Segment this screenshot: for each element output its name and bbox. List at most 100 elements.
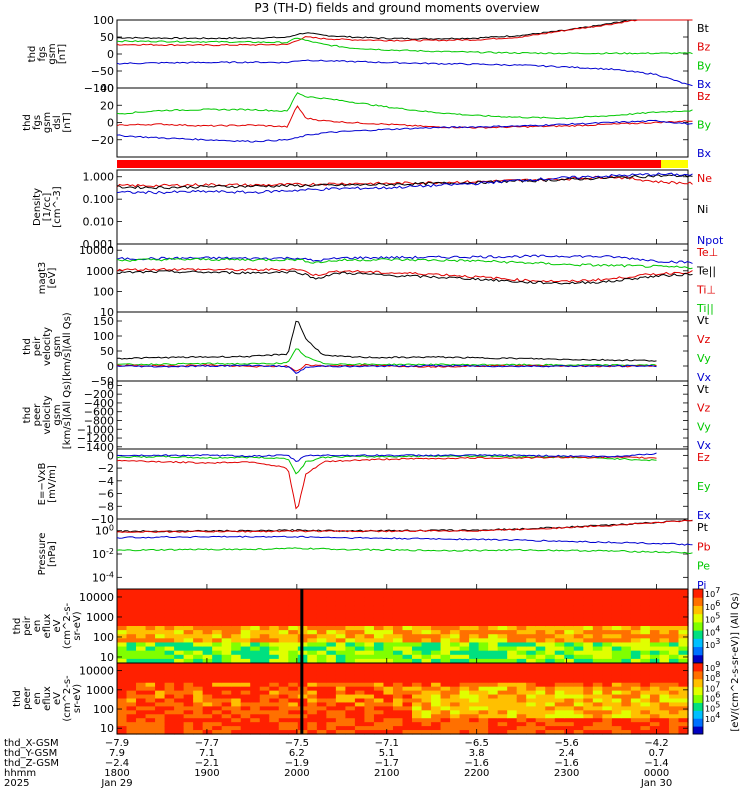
spectrogram-cell [335,597,346,602]
spectrogram-cell [611,630,622,635]
spectrogram-cell [450,593,461,598]
spectrogram-cell [573,626,584,631]
spectrogram-cell [307,666,318,672]
spectrogram-cell [412,597,423,602]
spectrogram-cell [288,642,299,648]
spectrogram-cell [212,597,223,602]
y-tick-label: 10-2 [92,547,114,561]
colorbar-swatch [693,710,703,719]
x-row-label: thd_X-GSM [4,738,59,749]
spectrogram-cell [526,670,537,676]
spectrogram-cell [535,621,546,627]
spectrogram-cell [440,601,451,607]
spectrogram-cell [345,694,356,700]
spectrogram-cell [326,601,337,607]
spectrogram-cell [231,702,242,707]
spectrogram-cell [383,718,394,723]
spectrogram-cell [507,597,518,602]
spectrogram-cell [469,674,480,680]
spectrogram-cell [526,694,537,700]
spectrogram-cell [240,589,251,594]
spectrogram-cell [240,605,251,611]
spectrogram-cell [621,718,632,723]
spectrogram-cell [554,654,565,660]
spectrogram-cell [193,601,204,607]
spectrogram-cell [630,621,642,627]
spectrogram-cell [307,642,318,648]
spectrogram-cell [402,666,413,672]
spectrogram-cell [193,658,204,664]
spectrogram-cell [326,710,337,715]
spectrogram-cell [240,726,251,731]
colorbar-tick-label: 106 [705,691,720,704]
x-row-value: −6.5 [465,738,489,749]
spectrogram-cell [155,609,166,615]
spectrogram-cell [117,722,128,727]
spectrogram-cell [126,613,137,619]
spectrogram-cell [668,718,680,723]
spectrogram-cell [469,690,480,696]
spectrogram-cell [516,722,527,727]
spectrogram-cell [573,605,584,611]
spectrogram-cell [440,690,451,696]
spectrogram-cell [554,730,565,735]
spectrogram-cell [364,666,375,672]
spectrogram-cell [278,702,289,707]
spectrogram-cell [488,621,499,627]
spectrogram-cell [630,634,642,639]
spectrogram-cell [564,630,575,635]
spectrogram-cell [392,714,404,719]
spectrogram-cell [592,593,603,598]
series-By [116,92,693,120]
spectrogram-cell [611,698,622,704]
spectrogram-cell [392,621,404,627]
spectrogram-cell [288,593,299,598]
spectrogram-cell [564,642,575,648]
spectrogram-cell [316,706,327,711]
spectrogram-cell [573,702,584,707]
spectrogram-cell [145,666,156,672]
spectrogram-cell [231,706,242,711]
spectrogram-cell [497,722,508,727]
y-tick-label: 10000 [79,591,114,604]
spectrogram-cell [373,601,385,607]
spectrogram-cell [193,589,204,594]
spectrogram-cell [354,609,366,615]
spectrogram-cell [564,654,575,660]
spectrogram-cell [573,690,584,696]
spectrogram-cell [316,663,327,668]
spectrogram-cell [231,698,242,704]
spectrogram-cell [231,593,242,598]
series-Pi [116,535,693,546]
spectrogram-cell [164,718,175,723]
spectrogram-cell [145,650,156,656]
spectrogram-cell [231,722,242,727]
spectrogram-cell [354,710,366,715]
spectrogram-cell [640,710,651,715]
spectrogram-cell [345,638,356,644]
spectrogram-cell [592,722,603,727]
spectrogram-cell [488,593,499,598]
y-tick-label: −200 [84,388,114,401]
spectrogram-cell [402,722,413,727]
spectrogram-cell [345,642,356,648]
spectrogram-cell [478,650,489,656]
spectrogram-cell [564,710,575,715]
spectrogram-cell [478,666,489,672]
spectrogram-cell [421,609,432,615]
spectrogram-cell [193,730,204,735]
spectrogram-cell [583,642,594,648]
spectrogram-cell [392,706,404,711]
spectrogram-cell [278,663,289,668]
spectrogram-cell [668,678,680,684]
spectrogram-cell [326,613,337,619]
spectrogram-cell [202,678,213,684]
spectrogram-cell [497,617,508,623]
y-tick-label: 100 [93,330,114,343]
colorbar-tick-label: 109 [705,660,720,673]
spectrogram-cell [431,642,442,648]
y-axis-label: en [32,620,43,633]
spectrogram-cell [316,670,327,676]
spectrogram-cell [231,654,242,660]
spectrogram-cell [583,706,594,711]
